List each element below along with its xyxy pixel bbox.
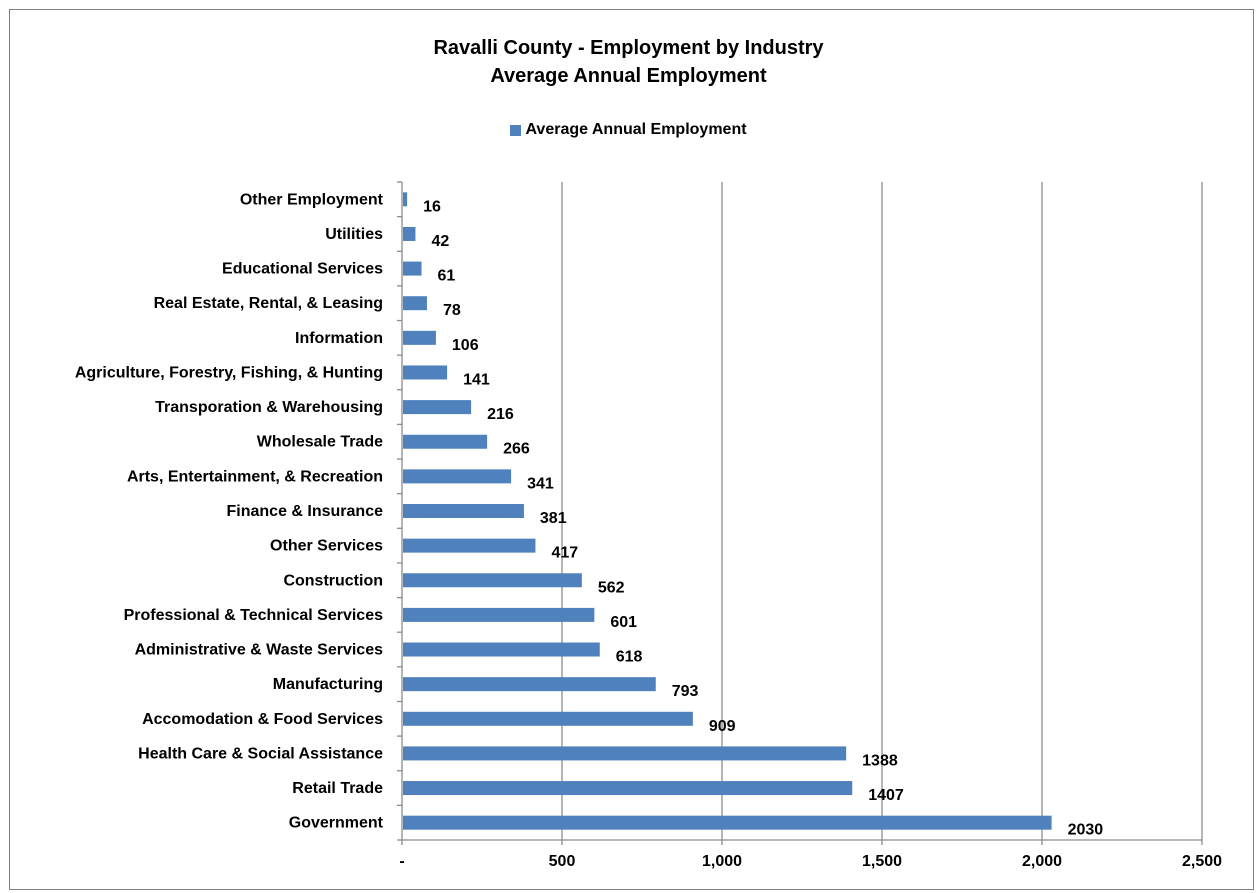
bar [403,642,600,657]
x-tick-label: 1,500 [862,853,902,870]
data-label: 1407 [868,787,904,804]
data-label: 16 [423,198,441,215]
chart-frame [9,9,1254,890]
data-label: 909 [709,718,736,735]
bar [403,677,656,692]
category-label: Manufacturing [273,676,383,693]
data-label: 216 [487,406,514,423]
legend-swatch [510,124,522,136]
x-tick-label: 2,500 [1182,853,1222,870]
bar [403,607,595,622]
bar [403,261,422,276]
legend-label: Average Annual Employment [525,121,747,138]
bar [403,815,1052,830]
data-label: 618 [616,649,643,666]
bar [403,365,448,380]
data-label: 562 [598,579,625,596]
data-label: 141 [463,371,490,388]
bar [403,226,416,241]
bar [403,573,582,588]
category-label: Arts, Entertainment, & Recreation [127,468,383,485]
x-tick-label: 1,000 [702,853,742,870]
bar [403,711,693,726]
data-label: 381 [540,510,567,527]
data-label: 78 [443,302,461,319]
bar [403,330,436,345]
data-label: 42 [431,233,449,250]
bar [403,504,524,518]
data-label: 266 [503,441,530,458]
category-label: Agriculture, Forestry, Fishing, & Huntin… [75,364,383,381]
data-label: 793 [672,683,699,700]
data-label: 61 [438,268,456,285]
category-label: Construction [283,572,383,589]
data-label: 106 [452,337,479,354]
bar [403,434,488,449]
data-label: 341 [527,475,554,492]
data-label: 417 [551,545,578,562]
category-label: Administrative & Waste Services [135,642,384,659]
category-label: Transporation & Warehousing [155,399,383,416]
category-label: Retail Trade [292,780,383,797]
data-label: 2030 [1068,822,1104,839]
x-tick-label: - [399,853,404,870]
category-label: Utilities [325,226,383,243]
x-tick-label: 500 [549,853,576,870]
bar [403,192,408,207]
category-label: Government [289,815,384,832]
category-label: Real Estate, Rental, & Leasing [154,295,383,312]
chart-legend: Average Annual Employment [0,121,1257,139]
chart-subtitle: Average Annual Employment [490,65,767,87]
data-label: 1388 [862,752,898,769]
bar [403,781,853,796]
category-label: Information [295,330,383,347]
category-label: Educational Services [222,261,383,278]
bar [403,296,427,311]
category-label: Accomodation & Food Services [142,711,383,728]
category-label: Finance & Insurance [227,503,384,520]
bar [403,400,472,415]
data-label: 601 [610,614,637,631]
bar [403,469,512,484]
category-label: Health Care & Social Assistance [138,745,383,762]
category-label: Other Employment [240,191,384,208]
x-tick-label: 2,000 [1022,853,1062,870]
bar [403,538,536,553]
chart-title: Ravalli County - Employment by Industry [433,37,824,59]
category-label: Other Services [270,538,383,555]
category-label: Professional & Technical Services [124,607,383,624]
category-label: Wholesale Trade [257,434,383,451]
bar [403,746,847,761]
